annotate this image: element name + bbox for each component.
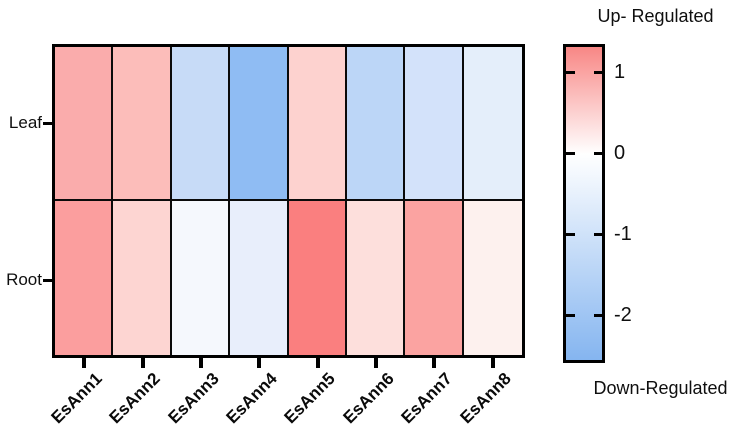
colorbar-tick-left--1 [566,233,575,236]
x-tick-esann2 [140,358,145,368]
x-tick-esann1 [82,358,87,368]
colorbar-tick-left-0 [566,152,575,155]
colorbar-tick-right--1 [594,233,603,236]
heatmap-cell-leaf-esann2 [113,47,172,201]
colorbar-title-down-regulated: Down-Regulated [593,378,728,398]
x-tick-esann8 [490,358,495,368]
heatmap-cell-leaf-esann4 [230,47,289,201]
column-label-esann8: EsAnn8 [456,369,515,428]
column-label-esann7: EsAnn7 [397,369,456,428]
x-tick-esann4 [257,358,262,368]
column-label-esann5: EsAnn5 [280,369,340,428]
heatmap-cell-root-esann6 [346,201,406,355]
heatmap-cell-root-esann2 [113,201,172,355]
column-label-esann3: EsAnn3 [164,369,223,428]
heatmap-cell-leaf-esann6 [346,47,406,201]
colorbar-gradient [563,44,605,363]
colorbar-tick-right-0 [594,152,603,155]
heatmap-cell-leaf-esann3 [171,47,231,201]
heatmap-cell-root-esann5 [288,201,347,355]
colorbar-tick-right-1 [594,71,603,74]
heatmap-cell-leaf-esann5 [288,47,347,201]
heatmap-cell-root-esann8 [463,201,522,355]
column-label-esann4: EsAnn4 [222,369,281,428]
colorbar-tick-label--1: -1 [614,223,632,245]
row-label-leaf: Leaf [8,113,42,132]
colorbar-tick-right--2 [594,314,603,317]
heatmap-cell-root-esann1 [55,201,114,355]
column-label-esann6: EsAnn6 [339,369,398,428]
heatmap-cell-leaf-esann1 [55,47,114,201]
heatmap-cell-root-esann7 [405,201,464,355]
colorbar-tick-label-1: 1 [614,61,626,83]
column-label-esann1: EsAnn1 [47,369,106,428]
colorbar-tick-label-0: 0 [614,142,626,164]
colorbar-tick-left--2 [566,314,575,317]
heatmap-cell-leaf-esann8 [463,47,522,201]
heatmap-cell-leaf-esann7 [405,47,464,201]
colorbar-tick-left-1 [566,71,575,74]
x-tick-esann6 [374,358,379,368]
x-tick-esann3 [198,358,203,368]
heatmap-plot [52,44,525,358]
y-tick-root [43,279,52,282]
x-tick-esann5 [315,358,320,368]
heatmap-cell-root-esann4 [230,201,289,355]
row-label-root: Root [6,270,42,289]
x-tick-esann7 [432,358,437,368]
y-tick-leaf [43,122,52,125]
column-label-esann2: EsAnn2 [105,369,164,428]
colorbar-tick-label--2: -2 [614,304,632,326]
colorbar-title-up-regulated: Up- Regulated [597,6,714,26]
heatmap-cell-root-esann3 [171,201,231,355]
